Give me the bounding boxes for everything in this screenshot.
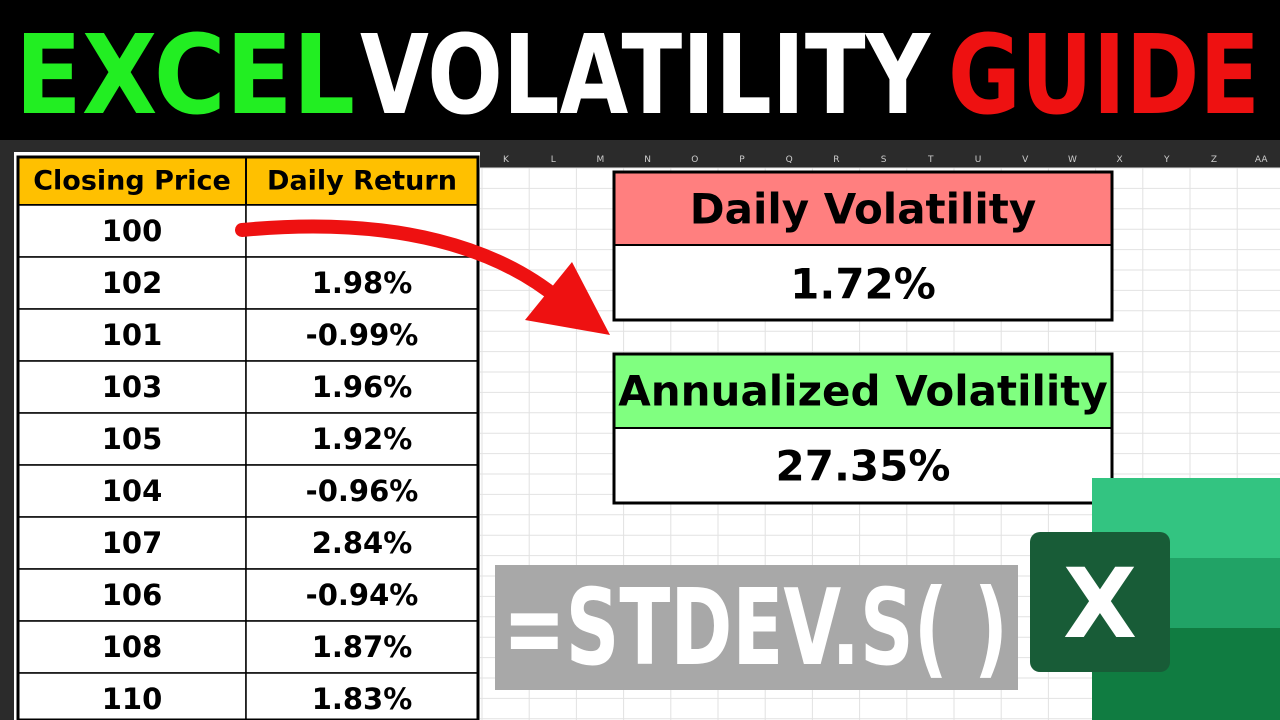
row-header-strip bbox=[0, 152, 14, 720]
cell-text: 1.96% bbox=[312, 370, 413, 404]
cell-text: 108 bbox=[102, 630, 163, 664]
column-letter: P bbox=[739, 155, 745, 165]
cell-text: 106 bbox=[102, 578, 163, 612]
table-cell bbox=[245, 256, 479, 310]
column-letter: K bbox=[503, 155, 510, 165]
column-letter: T bbox=[927, 155, 934, 165]
column-letter: V bbox=[1022, 155, 1029, 165]
box-label: Annualized Volatility bbox=[618, 367, 1107, 416]
table-border bbox=[16, 155, 480, 720]
column-letter: L bbox=[551, 155, 556, 165]
title-word: VOLATILITY bbox=[360, 11, 931, 139]
table-cell bbox=[245, 464, 479, 518]
header-text: Daily Return bbox=[267, 166, 457, 197]
cell-text: 105 bbox=[102, 422, 163, 456]
title-word: GUIDE bbox=[948, 11, 1260, 139]
column-letter: Z bbox=[1211, 155, 1217, 165]
arrow bbox=[235, 219, 567, 307]
column-letter: O bbox=[691, 155, 698, 165]
cell-text: 110 bbox=[102, 682, 163, 716]
column-letter: X bbox=[1117, 155, 1123, 165]
header-text: Closing Price bbox=[33, 166, 231, 197]
cell-text: 2.84% bbox=[312, 526, 413, 560]
table-cell bbox=[17, 620, 247, 674]
cell-text: -0.99% bbox=[306, 318, 419, 352]
table-cell bbox=[17, 672, 247, 720]
formula-bar bbox=[0, 140, 1280, 152]
table-cell bbox=[245, 516, 479, 570]
column-letter: M bbox=[597, 155, 605, 165]
table-cell bbox=[245, 308, 479, 362]
column-letter: AA bbox=[1255, 155, 1268, 165]
cell-text: 1.98% bbox=[312, 266, 413, 300]
column-letter: S bbox=[881, 155, 887, 165]
daily-header bbox=[615, 173, 1111, 245]
column-letter: U bbox=[975, 155, 982, 165]
cell-text: 104 bbox=[102, 474, 163, 508]
table-cell bbox=[17, 360, 247, 414]
table-cell bbox=[245, 620, 479, 674]
cell-text: 100 bbox=[102, 214, 163, 248]
cell-text: -0.96% bbox=[306, 474, 419, 508]
logo-letter: X bbox=[1063, 548, 1137, 660]
cell-text: 102 bbox=[102, 266, 163, 300]
excel-logo: X bbox=[1030, 478, 1280, 720]
table-cell bbox=[17, 308, 247, 362]
data-table: Closing Price Daily Return 100 102 1.98% 101 -… bbox=[16, 155, 480, 720]
column-letter: N bbox=[644, 155, 651, 165]
box-label: Daily Volatility bbox=[690, 185, 1037, 234]
cell-text: 107 bbox=[102, 526, 163, 560]
box-value: 1.72% bbox=[790, 260, 936, 309]
box-value: 27.35% bbox=[776, 442, 951, 491]
formula-box bbox=[495, 565, 1018, 690]
formula-text: =STDEV.S( ) bbox=[503, 567, 1008, 689]
column-letter: W bbox=[1068, 155, 1077, 165]
cell-text: -0.94% bbox=[306, 578, 419, 612]
cell-text: 101 bbox=[102, 318, 163, 352]
column-letter: Y bbox=[1163, 155, 1170, 165]
table-cell bbox=[245, 360, 479, 414]
annual-header bbox=[615, 355, 1111, 428]
table-cell bbox=[245, 412, 479, 466]
table-cell bbox=[17, 568, 247, 622]
cell-text: 1.83% bbox=[312, 682, 413, 716]
logo-badge bbox=[1030, 532, 1170, 672]
arrow-head bbox=[525, 262, 610, 335]
column-letter: R bbox=[833, 155, 839, 165]
title-bar bbox=[0, 0, 1280, 140]
table-cell bbox=[17, 412, 247, 466]
column-letter: Q bbox=[786, 155, 793, 165]
column-header-bar bbox=[480, 152, 1280, 168]
cell-text: 1.92% bbox=[312, 422, 413, 456]
title-word: EXCEL bbox=[15, 11, 355, 139]
table-cell bbox=[17, 204, 247, 258]
cell-text: 1.87% bbox=[312, 630, 413, 664]
cell-text: 103 bbox=[102, 370, 163, 404]
